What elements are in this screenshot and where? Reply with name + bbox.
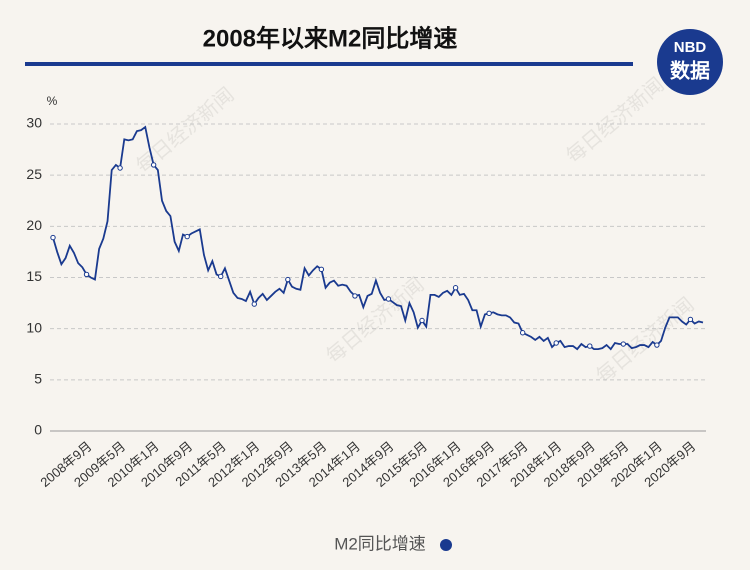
logo-bottom: 数据 bbox=[670, 58, 710, 82]
logo-top: NBD bbox=[674, 39, 707, 56]
point-marker bbox=[620, 341, 627, 347]
point-marker bbox=[486, 310, 492, 317]
point-marker bbox=[83, 271, 90, 278]
point-marker bbox=[318, 266, 325, 273]
point-marker bbox=[50, 234, 56, 241]
logo-badge bbox=[657, 29, 723, 95]
y-tick-label: 10 bbox=[26, 319, 42, 335]
chart-title: 2008年以来M2同比增速 bbox=[203, 24, 458, 52]
point-marker bbox=[184, 233, 190, 240]
y-tick-label: 25 bbox=[26, 166, 42, 182]
point-marker bbox=[519, 330, 526, 336]
legend-swatch bbox=[440, 539, 452, 551]
point-marker bbox=[419, 317, 425, 324]
title-rule bbox=[25, 62, 633, 66]
y-tick-label: 20 bbox=[26, 217, 42, 233]
point-marker bbox=[150, 162, 157, 168]
point-marker bbox=[452, 285, 459, 291]
point-marker bbox=[285, 276, 291, 283]
y-unit: % bbox=[47, 94, 58, 108]
y-tick-label: 5 bbox=[34, 371, 42, 387]
y-tick-label: 30 bbox=[26, 115, 42, 131]
point-marker bbox=[352, 293, 358, 299]
point-marker bbox=[117, 165, 123, 171]
point-marker bbox=[385, 296, 392, 302]
point-marker bbox=[251, 301, 257, 307]
point-marker bbox=[218, 273, 224, 280]
y-tick-label: 0 bbox=[34, 422, 42, 438]
legend-label: M2同比增速 bbox=[334, 534, 426, 553]
y-tick-label: 15 bbox=[26, 268, 42, 284]
point-marker bbox=[587, 343, 593, 349]
series-line bbox=[52, 125, 704, 351]
point-marker bbox=[553, 340, 559, 346]
point-marker bbox=[687, 316, 694, 323]
point-marker bbox=[654, 342, 660, 348]
